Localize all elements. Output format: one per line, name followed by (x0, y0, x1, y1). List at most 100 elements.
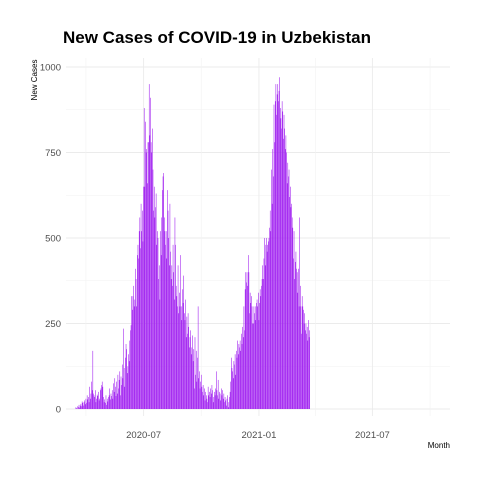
bar (300, 285, 301, 409)
bar (303, 309, 304, 409)
bar (90, 393, 92, 409)
x-tick-label: 2021-01 (242, 430, 277, 441)
bar (279, 77, 280, 409)
bar (179, 292, 180, 409)
bar (200, 381, 201, 409)
bar (273, 176, 274, 409)
bar (291, 203, 292, 409)
bar (291, 217, 293, 409)
bar (165, 244, 166, 409)
bar (79, 405, 81, 409)
bar (118, 379, 120, 409)
bar (219, 393, 221, 409)
bar (197, 357, 198, 409)
bar (103, 397, 104, 409)
bar (301, 296, 303, 409)
bar (269, 210, 271, 409)
bar (292, 227, 294, 409)
bar (308, 320, 309, 409)
y-tick-label: 250 (45, 319, 61, 330)
bar (216, 371, 217, 409)
bar (173, 272, 174, 409)
bar (133, 285, 134, 409)
bar (118, 388, 119, 409)
bar (216, 390, 218, 409)
bar (190, 354, 192, 409)
bar (202, 391, 203, 409)
bar (184, 320, 186, 409)
bar (240, 350, 242, 409)
bar (146, 149, 148, 409)
bar (91, 390, 93, 409)
bar (84, 400, 85, 409)
bar (289, 196, 290, 409)
bar (192, 361, 194, 409)
bar (236, 350, 237, 409)
bar (244, 289, 246, 409)
bar (254, 313, 255, 409)
bar (266, 251, 268, 409)
bar (145, 152, 147, 409)
bar (100, 388, 102, 409)
bar (119, 371, 121, 409)
bar (219, 391, 220, 409)
bar (149, 135, 151, 409)
bar (112, 398, 114, 409)
bar (89, 386, 90, 409)
bar (221, 388, 222, 409)
bar (135, 268, 136, 409)
y-tick-label: 500 (45, 234, 61, 245)
bar (130, 330, 131, 409)
bar (195, 374, 196, 409)
bar (95, 390, 96, 409)
bar (209, 391, 210, 409)
y-tick-labels: 0 250 500 750 1000 (40, 63, 61, 416)
bar (187, 333, 188, 409)
bar (276, 94, 278, 410)
bar (287, 162, 289, 409)
bar (182, 289, 183, 409)
bar (132, 309, 133, 409)
bar (79, 407, 80, 409)
bar (148, 142, 149, 410)
bar (153, 210, 154, 409)
bar (225, 400, 226, 409)
bar (157, 238, 159, 409)
bar (142, 210, 143, 409)
bar (258, 320, 260, 409)
bar (140, 203, 142, 409)
bar (75, 407, 77, 409)
bar (108, 397, 109, 409)
bar (77, 406, 79, 409)
bar (268, 241, 269, 409)
bar (158, 265, 160, 409)
bar (221, 395, 223, 409)
bar (187, 313, 189, 409)
bar (109, 388, 111, 409)
bar (160, 255, 162, 409)
bar (140, 248, 141, 409)
bar (185, 337, 187, 409)
bar (199, 388, 201, 409)
bar (122, 378, 124, 409)
bar (90, 398, 91, 409)
bar (231, 357, 232, 409)
bar (259, 289, 261, 409)
bar (296, 268, 297, 409)
bar (241, 333, 242, 409)
bar (227, 407, 229, 409)
bar (306, 333, 307, 409)
bar (262, 265, 263, 409)
bar (201, 386, 203, 409)
bar (145, 121, 146, 409)
bar (87, 399, 89, 409)
bar (273, 104, 275, 410)
bar (175, 244, 176, 409)
bar (248, 255, 249, 409)
bar (174, 217, 176, 409)
bar (117, 374, 119, 409)
bar (258, 292, 259, 409)
bar (193, 349, 195, 409)
bar (212, 390, 213, 409)
bar (151, 152, 153, 409)
